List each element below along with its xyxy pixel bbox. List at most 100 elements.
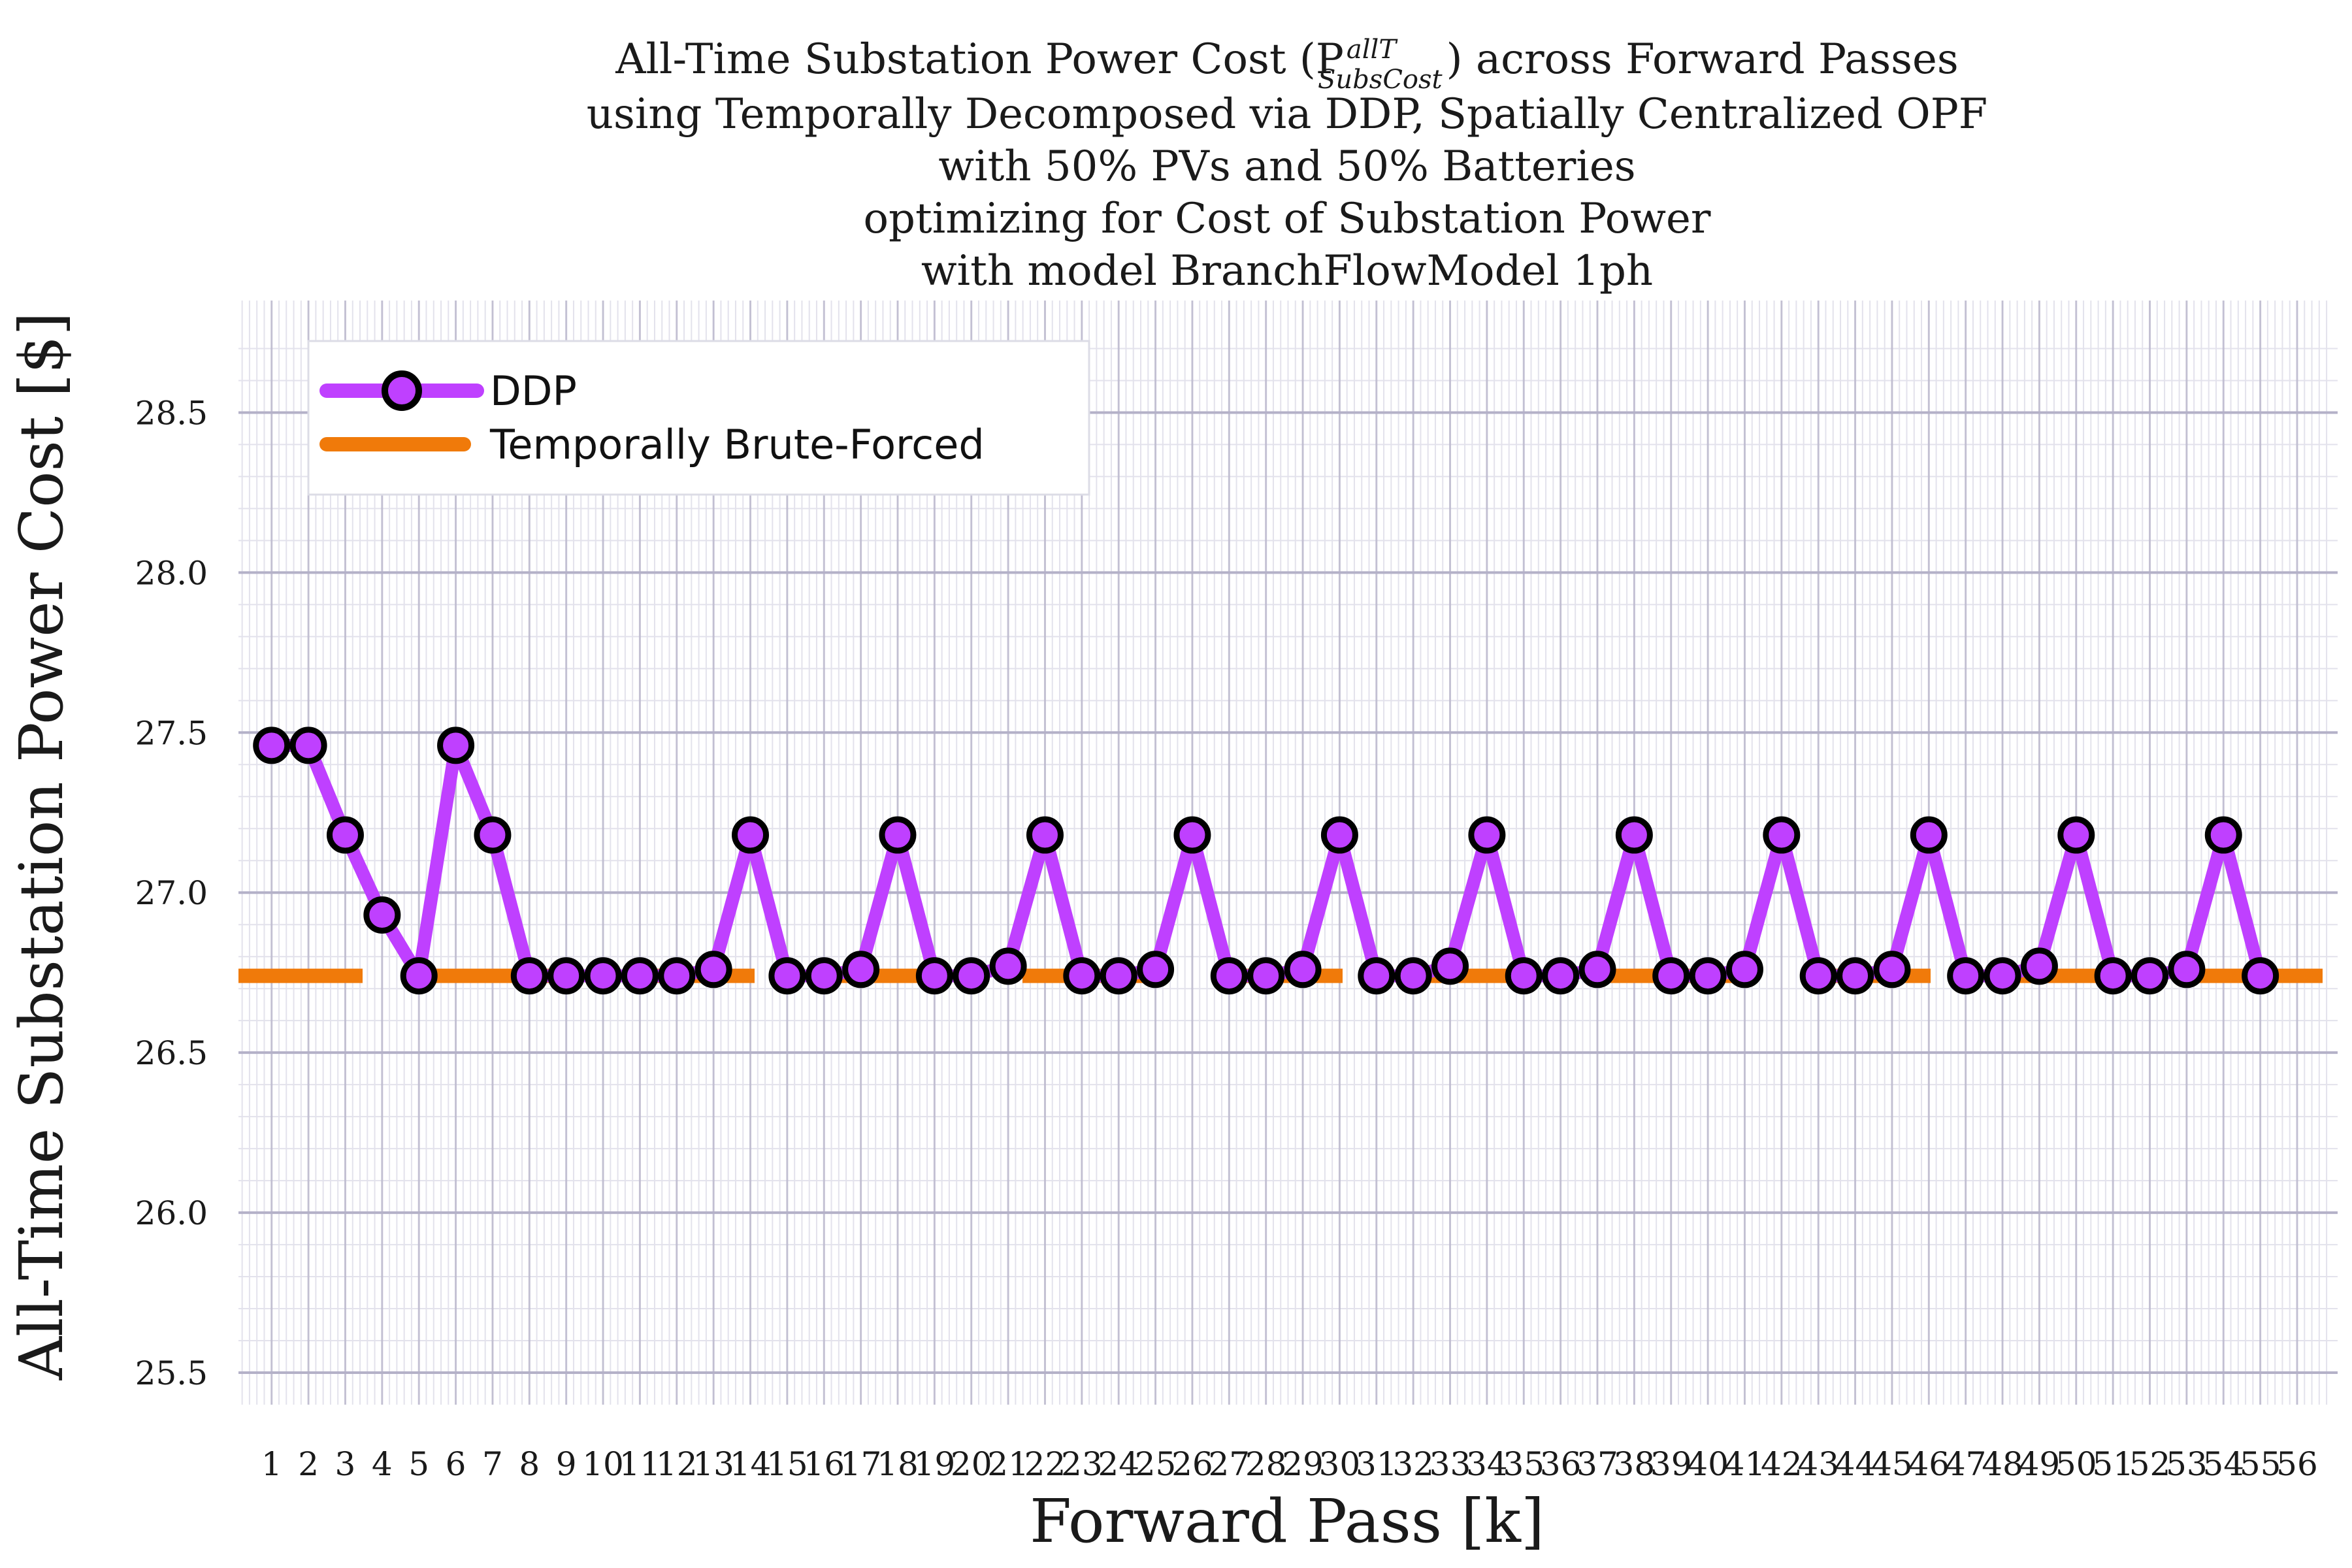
x-tick-label: 26 [1171, 1445, 1213, 1483]
x-tick-label: 51 [2092, 1445, 2134, 1483]
x-tick-label: 50 [2055, 1445, 2097, 1483]
ddp-point [2204, 816, 2242, 854]
x-tick-label: 13 [693, 1445, 734, 1483]
title-line-4: optimizing for Cost of Substation Power [864, 195, 1711, 243]
ddp-point [621, 957, 659, 995]
x-tick-label: 36 [1540, 1445, 1582, 1483]
ddp-point [1615, 816, 1653, 854]
ddp-point [953, 957, 990, 995]
x-tick-label: 16 [803, 1445, 845, 1483]
y-tick-label: 25.5 [135, 1354, 208, 1392]
y-tick-label: 28.5 [135, 394, 208, 432]
ddp-point [842, 951, 880, 988]
ddp-point [805, 957, 843, 995]
title-superscript: allT [1347, 35, 1398, 65]
ddp-point [1763, 816, 1801, 854]
y-tick-label: 27.0 [135, 874, 208, 912]
title-line-5: with model BranchFlowModel 1ph [921, 247, 1653, 295]
x-tick-label: 49 [2019, 1445, 2061, 1483]
title-suffix: ) across Forward Passes [1446, 35, 1959, 84]
x-axis-label: Forward Pass [k] [1030, 1486, 1544, 1556]
x-tick-label: 6 [446, 1445, 466, 1483]
x-tick-label: 38 [1614, 1445, 1656, 1483]
ddp-point [2168, 951, 2206, 988]
x-tick-label: 25 [1135, 1445, 1177, 1483]
x-tick-label: 9 [556, 1445, 577, 1483]
ddp-point [879, 816, 917, 854]
ddp-point [732, 816, 770, 854]
ddp-point [1578, 951, 1616, 988]
y-tick-label: 28.0 [135, 554, 208, 592]
legend-ddp-marker [382, 370, 422, 411]
ddp-point [1947, 957, 1985, 995]
x-tick-label: 28 [1245, 1445, 1287, 1483]
y-tick-label: 26.0 [135, 1194, 208, 1232]
ddp-point [2131, 957, 2169, 995]
x-tick-label: 35 [1503, 1445, 1544, 1483]
ddp-point [2020, 947, 2058, 985]
ddp-point [510, 957, 548, 995]
x-tick-label: 4 [372, 1445, 393, 1483]
ddp-point [694, 951, 732, 988]
ddp-point [2057, 816, 2095, 854]
x-tick-label: 32 [1392, 1445, 1434, 1483]
ddp-point [1910, 816, 1948, 854]
y-tick-labels: 25.5 26.0 26.5 27.0 27.5 28.0 28.5 [135, 394, 208, 1392]
legend: DDP Temporally Brute-Forced [307, 340, 1090, 496]
ddp-point [253, 727, 291, 764]
x-tick-label: 37 [1576, 1445, 1618, 1483]
ddp-point [768, 957, 806, 995]
ddp-point [1873, 951, 1911, 988]
x-tick-label: 1 [261, 1445, 282, 1483]
ddp-point [400, 957, 438, 995]
ddp-point [437, 727, 475, 764]
x-tick-label: 39 [1650, 1445, 1692, 1483]
x-tick-label: 11 [619, 1445, 661, 1483]
ddp-point [1063, 957, 1101, 995]
ddp-point [2094, 957, 2132, 995]
ddp-point [1026, 816, 1064, 854]
x-tick-label: 54 [2202, 1445, 2244, 1483]
x-tick-label: 43 [1797, 1445, 1839, 1483]
x-tick-label: 45 [1871, 1445, 1913, 1483]
title-subscript: SubsCost [1318, 65, 1443, 95]
ddp-point [1247, 957, 1285, 995]
x-tick-label: 41 [1724, 1445, 1766, 1483]
ddp-point [1725, 951, 1763, 988]
ddp-point [1394, 957, 1432, 995]
y-tick-label: 27.5 [135, 714, 208, 752]
ddp-point [474, 816, 512, 854]
x-tick-label: 55 [2240, 1445, 2281, 1483]
x-tick-label: 46 [1908, 1445, 1950, 1483]
x-tick-label: 18 [877, 1445, 919, 1483]
ddp-point [1431, 947, 1469, 985]
y-tick-label: 26.5 [135, 1034, 208, 1072]
x-tick-label: 30 [1319, 1445, 1361, 1483]
x-tick-label: 5 [408, 1445, 429, 1483]
ddp-point [584, 957, 622, 995]
x-tick-label: 8 [519, 1445, 540, 1483]
title-line-1: All-Time Substation Power Cost (P allT Sub… [615, 35, 1958, 95]
legend-ddp-label: DDP [490, 367, 577, 415]
x-tick-label: 21 [987, 1445, 1029, 1483]
ddp-point [1652, 957, 1690, 995]
x-tick-label: 47 [1945, 1445, 1987, 1483]
y-axis-label: All-Time Substation Power Cost [$] [7, 312, 76, 1381]
ddp-point [1689, 957, 1727, 995]
ddp-point [989, 947, 1027, 985]
ddp-point [363, 896, 401, 934]
x-tick-label: 2 [298, 1445, 319, 1483]
x-tick-label: 31 [1356, 1445, 1397, 1483]
ddp-point [1284, 951, 1322, 988]
title-line-3: with 50% PVs and 50% Batteries [938, 142, 1635, 191]
ddp-point [1173, 816, 1211, 854]
ddp-point [1542, 957, 1580, 995]
x-tick-label: 29 [1282, 1445, 1324, 1483]
x-tick-label: 48 [1982, 1445, 2023, 1483]
chart-title: All-Time Substation Power Cost (P allT Sub… [587, 35, 1987, 295]
ddp-point [1137, 951, 1175, 988]
ddp-point [1837, 957, 1874, 995]
x-tick-label: 20 [951, 1445, 992, 1483]
x-tick-label: 34 [1466, 1445, 1508, 1483]
